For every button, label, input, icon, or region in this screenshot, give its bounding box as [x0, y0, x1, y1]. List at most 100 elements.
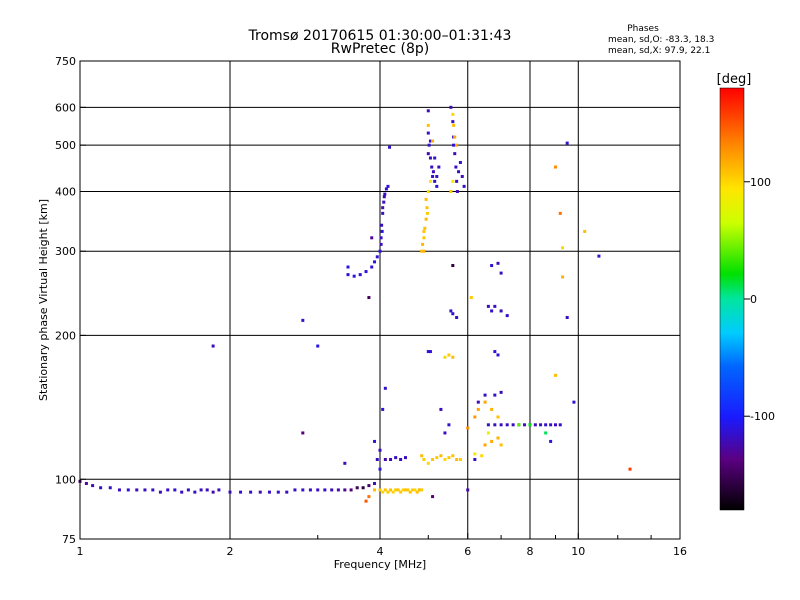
data-point-o [428, 139, 432, 143]
data-point-o [431, 174, 435, 178]
data-point-o [382, 200, 386, 204]
data-point-o [483, 393, 487, 397]
data-point-o [490, 264, 494, 268]
data-point-x [553, 165, 557, 169]
phase-stats-o: mean, sd,O: -83.3, 18.3 [608, 35, 714, 45]
data-point-x [435, 456, 439, 460]
data-point-o [549, 423, 553, 427]
data-point-o [490, 309, 494, 313]
data-point-o [355, 486, 359, 490]
colorbar-unit: [deg] [717, 72, 752, 87]
data-point-o [493, 393, 497, 397]
data-point-x [421, 242, 425, 246]
data-point-x [476, 407, 480, 411]
data-point-o [373, 481, 377, 485]
data-point-x [391, 490, 395, 494]
data-point-x [422, 229, 426, 233]
x-tick-label: 16 [673, 545, 687, 558]
data-point-o [108, 486, 112, 490]
data-point-o [466, 488, 470, 492]
data-point-o [143, 488, 147, 492]
data-point-o [151, 488, 155, 492]
data-points [78, 105, 632, 503]
data-point-o [499, 423, 503, 427]
data-point-o [381, 211, 385, 215]
data-point-o [373, 260, 377, 264]
data-point-o [426, 152, 430, 156]
data-point-o [343, 461, 347, 465]
data-point-o [276, 490, 280, 494]
data-point-o [308, 488, 312, 492]
data-point-x [394, 488, 398, 492]
data-point-x [628, 467, 632, 471]
data-point-o [239, 490, 243, 494]
data-point-x [453, 135, 457, 139]
data-point-x [455, 457, 459, 461]
data-point-x [403, 488, 407, 492]
data-point-o [399, 457, 403, 461]
data-point-o [330, 488, 334, 492]
data-point-x [399, 490, 403, 494]
data-point-x [431, 139, 435, 143]
data-point-o [361, 486, 365, 490]
data-point-x [483, 400, 487, 404]
data-point-x [496, 436, 500, 440]
data-point-o [370, 265, 374, 269]
data-point-o [443, 431, 447, 435]
data-point-o [511, 423, 515, 427]
data-point-x [483, 443, 487, 447]
data-point-o [323, 488, 327, 492]
data-point-o [173, 488, 177, 492]
data-point-x [499, 443, 503, 447]
data-point-x [443, 457, 447, 461]
data-point-x [417, 488, 421, 492]
data-point-o [473, 457, 477, 461]
data-point-o [267, 490, 271, 494]
data-point-o [383, 386, 387, 390]
x-tick-label: 10 [571, 545, 585, 558]
data-point-o [496, 353, 500, 357]
y-tick-label: 300 [55, 245, 76, 258]
data-point-o [343, 488, 347, 492]
data-point-x [420, 454, 424, 458]
data-point-o [439, 407, 443, 411]
data-point-o [84, 481, 88, 485]
data-point-o [430, 165, 434, 169]
data-point-o [378, 467, 382, 471]
y-axis-label: Stationary phase Virtual Height [km] [37, 199, 50, 401]
data-point-o [496, 261, 500, 265]
data-point-o [384, 187, 388, 191]
data-point-o [378, 448, 382, 452]
data-point-x [455, 143, 459, 147]
data-point-o [449, 309, 453, 313]
data-point-x [426, 461, 430, 465]
colorbar-tick-label: 0 [750, 293, 757, 306]
data-point-o [301, 488, 305, 492]
data-point-o [364, 270, 368, 274]
data-point-o [293, 488, 297, 492]
data-point-o [346, 273, 350, 277]
data-point-x [480, 454, 484, 458]
data-point-x [408, 490, 412, 494]
data-point-o [458, 160, 462, 164]
data-point-o [258, 490, 262, 494]
data-point-o [211, 344, 215, 348]
data-point-o [499, 271, 503, 275]
data-point-o [426, 350, 430, 354]
data-point-x [553, 373, 557, 377]
data-point-o [457, 170, 461, 174]
data-point-x [583, 229, 587, 233]
data-point-o [499, 390, 503, 394]
data-point-o [553, 423, 557, 427]
data-point-o [452, 143, 456, 147]
data-point-x [415, 490, 419, 494]
data-point-o [455, 189, 459, 193]
data-point-o [380, 223, 384, 227]
data-point-x [401, 488, 405, 492]
data-point-o [228, 490, 232, 494]
data-point-o [336, 488, 340, 492]
data-point-x [420, 249, 424, 253]
y-tick-label: 200 [55, 329, 76, 342]
colorbar-tick-label: -100 [750, 410, 775, 423]
